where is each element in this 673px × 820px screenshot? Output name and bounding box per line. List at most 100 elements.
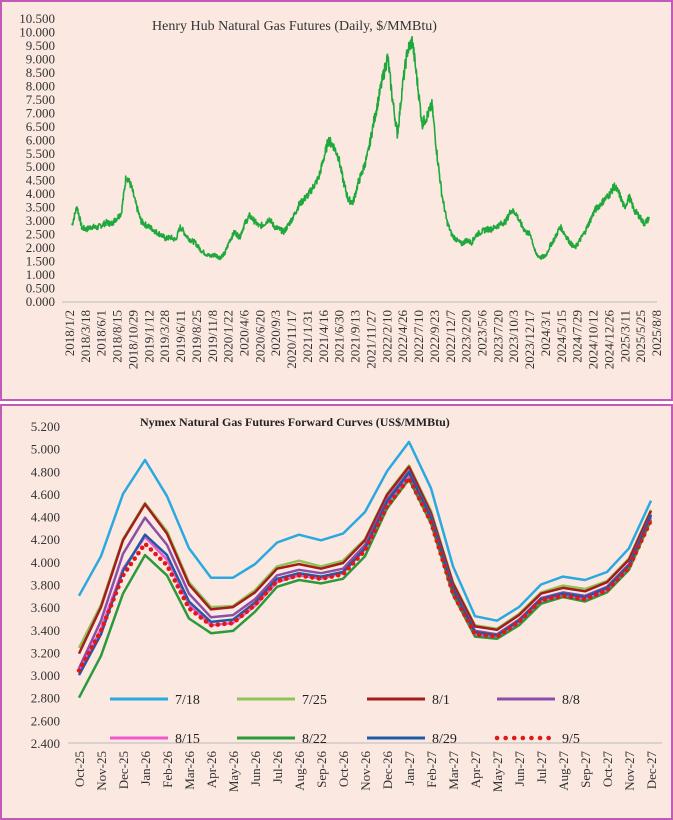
x-tick-label: Nov-27	[622, 751, 637, 791]
x-tick-label: Apr-27	[468, 751, 483, 789]
x-tick-label: 2018/10/29	[125, 310, 140, 369]
x-tick-label: 2020/11/17	[284, 310, 299, 369]
y-tick-label: 5.500	[26, 146, 55, 161]
y-tick-label: 2.000	[26, 240, 55, 255]
x-tick-label: 2025/3/11	[617, 310, 632, 362]
y-tick-label: 10.500	[19, 11, 55, 26]
y-tick-label: 2.600	[31, 713, 60, 728]
x-tick-label: 2024/3/1	[538, 310, 553, 356]
henry-hub-price-line	[71, 35, 650, 261]
x-tick-label: Oct-26	[336, 751, 351, 788]
series-line-8-22	[77, 477, 653, 699]
y-tick-label: 3.800	[31, 578, 60, 593]
legend-label-8-29: 8/29	[432, 732, 457, 747]
x-tick-label: Dec-26	[380, 751, 395, 790]
legend-label-9-5: 9/5	[562, 732, 580, 747]
x-tick-label: 2021/1/31	[300, 310, 315, 363]
y-tick-label: 10.000	[19, 24, 55, 39]
y-tick-label: 1.000	[26, 267, 55, 282]
x-tick-label: 2018/3/18	[78, 310, 93, 363]
y-tick-label: 2.500	[26, 227, 55, 242]
x-tick-label: 2020/6/20	[252, 310, 267, 363]
x-tick-label: Dec-25	[116, 751, 131, 789]
y-tick-label: 0.500	[26, 281, 55, 296]
x-tick-label: 2020/1/22	[221, 310, 236, 363]
x-tick-label: Jun-27	[512, 751, 527, 787]
x-tick-label: 2020/9/3	[268, 310, 283, 356]
x-tick-label: 2019/8/25	[189, 310, 204, 363]
henry-hub-chart: Henry Hub Natural Gas Futures (Daily, $/…	[19, 11, 664, 370]
y-tick-label: 3.400	[31, 623, 60, 638]
y-tick-label: 3.500	[26, 200, 55, 215]
y-tick-label: 2.800	[31, 691, 60, 706]
x-tick-label: Mar-26	[182, 751, 197, 790]
x-tick-label: Oct-27	[600, 751, 615, 788]
x-tick-label: Oct-25	[72, 751, 87, 787]
x-tick-label: 2024/12/26	[601, 310, 616, 370]
x-tick-label: 2019/6/11	[173, 310, 188, 362]
x-tick-label: 2018/6/1	[94, 310, 109, 356]
y-tick-label: 3.600	[31, 600, 60, 615]
x-tick-label: Apr-26	[204, 751, 219, 789]
series-line-9-5	[76, 473, 654, 673]
x-tick-label: 2022/2/10	[379, 310, 394, 363]
legend-label-8-15: 8/15	[175, 732, 200, 747]
x-tick-label: 2025/5/25	[633, 310, 648, 363]
series-line-7-18	[77, 440, 653, 622]
x-tick-label: Dec-27	[644, 751, 659, 790]
forward-curves-chart: Nymex Natural Gas Futures Forward Curves…	[31, 415, 662, 793]
y-tick-label: 7.500	[26, 92, 55, 107]
x-tick-label: 2021/4/16	[316, 310, 331, 363]
x-tick-label: 2025/8/8	[649, 310, 664, 356]
x-tick-label: 2024/7/29	[570, 310, 585, 363]
x-tick-label: 2024/10/12	[586, 310, 601, 369]
x-tick-label: Jul-27	[534, 751, 549, 784]
x-tick-label: Nov-25	[94, 751, 109, 791]
x-tick-label: Jan-27	[402, 751, 417, 786]
y-tick-label: 5.200	[31, 419, 60, 434]
y-tick-label: 8.000	[26, 78, 55, 93]
x-tick-label: Feb-26	[160, 751, 175, 788]
x-tick-label: 2023/5/6	[474, 310, 489, 357]
legend-label-8-22: 8/22	[302, 732, 327, 747]
y-tick-label: 8.500	[26, 65, 55, 80]
y-tick-label: 4.200	[31, 532, 60, 547]
x-tick-label: May-27	[490, 751, 505, 793]
legend-label-7-25: 7/25	[302, 693, 327, 708]
x-tick-label: 2021/6/30	[332, 310, 347, 363]
x-tick-label: 2019/3/28	[157, 310, 172, 363]
y-tick-label: 3.000	[31, 668, 60, 683]
x-tick-label: 2018/8/15	[110, 310, 125, 363]
y-tick-label: 0.000	[26, 294, 55, 309]
x-tick-label: 2023/7/20	[490, 310, 505, 363]
legend-label-8-8: 8/8	[562, 693, 580, 708]
x-tick-label: 2024/5/15	[554, 310, 569, 363]
x-tick-label: 2022/4/26	[395, 310, 410, 363]
y-tick-label: 4.600	[31, 487, 60, 502]
x-tick-label: Jun-26	[248, 751, 263, 787]
henry-hub-chart-panel: Henry Hub Natural Gas Futures (Daily, $/…	[0, 0, 673, 401]
y-tick-label: 9.500	[26, 38, 55, 53]
x-tick-label: Jul-26	[270, 751, 285, 784]
x-tick-label: 2023/10/3	[506, 310, 521, 363]
y-tick-label: 4.000	[31, 555, 60, 570]
forward-curves-chart-panel: Nymex Natural Gas Futures Forward Curves…	[0, 404, 673, 820]
legend-label-7-18: 7/18	[175, 693, 200, 708]
x-tick-label: Mar-27	[446, 751, 461, 790]
x-tick-label: 2020/4/6	[237, 310, 252, 357]
y-tick-label: 9.000	[26, 51, 55, 66]
y-tick-label: 3.000	[26, 213, 55, 228]
y-tick-label: 3.200	[31, 645, 60, 660]
y-tick-label: 6.500	[26, 119, 55, 134]
legend-label-8-1: 8/1	[432, 693, 450, 708]
y-tick-label: 7.000	[26, 105, 55, 120]
x-tick-label: May-26	[226, 751, 241, 793]
x-tick-label: Aug-27	[556, 751, 571, 791]
chart-title: Nymex Natural Gas Futures Forward Curves…	[140, 415, 450, 429]
y-tick-label: 6.000	[26, 132, 55, 147]
x-tick-label: 2022/7/10	[411, 310, 426, 363]
series-line-8-1	[77, 465, 653, 655]
y-tick-label: 4.000	[26, 186, 55, 201]
x-tick-label: Jan-26	[138, 751, 153, 786]
x-tick-label: 2019/1/12	[141, 310, 156, 363]
